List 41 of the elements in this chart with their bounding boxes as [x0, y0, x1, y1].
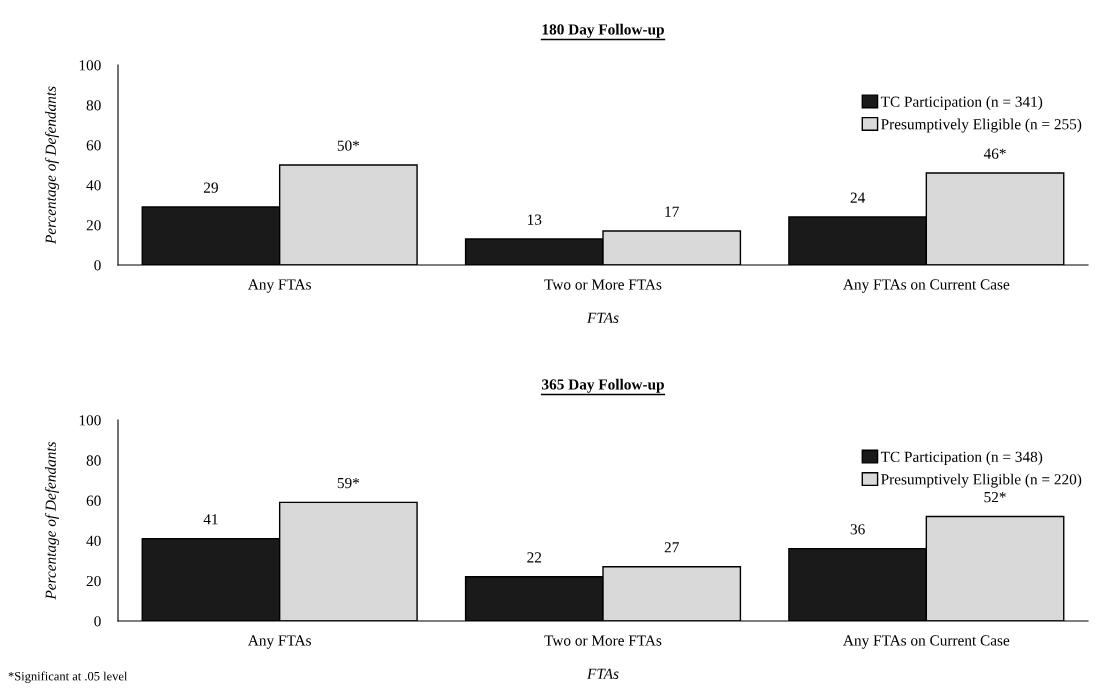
x-tick-label: Two or More FTAs [544, 279, 662, 290]
data-label: 27 [664, 542, 679, 553]
y-tick-label: 60 [86, 140, 101, 151]
y-tick-label: 80 [86, 455, 101, 466]
y-tick-label: 60 [86, 495, 101, 506]
legend-label: TC Participation (n = 341) [880, 96, 1043, 110]
x-axis-title: FTAs [586, 668, 619, 679]
x-tick-label: Any FTAs [247, 279, 311, 293]
text: *Significant at .05 level [8, 671, 128, 683]
chart-title: 365 Day Follow-up [542, 378, 664, 393]
x-tick-label: Any FTAs on Current Case [843, 635, 1010, 649]
data-label: 17 [665, 206, 679, 217]
data-label: 41 [203, 514, 218, 525]
data-label: 29 [203, 182, 218, 193]
x-tick-label: Two or More FTAs [544, 635, 662, 646]
data-label: 36 [850, 524, 865, 535]
legend-label: Presumptively Eligible (n = 220) [881, 473, 1082, 488]
y-tick-label: 0 [94, 616, 101, 627]
data-label: 46* [983, 148, 1006, 159]
chart-title: 180 Day Follow-up [542, 23, 664, 38]
data-label: 24 [850, 192, 866, 203]
y-axis-title: Percentage of Defendants [44, 86, 59, 245]
data-label: 50* [337, 140, 360, 151]
y-tick-label: 40 [86, 180, 101, 191]
y-tick-label: 20 [86, 575, 101, 587]
data-label: 52* [984, 492, 1006, 503]
y-tick-label: 40 [86, 535, 101, 547]
x-tick-label: Any FTAs on Current Case [843, 279, 1010, 293]
x-tick-label: Any FTAs [247, 635, 311, 649]
x-axis-title: FTAs [586, 312, 619, 323]
y-axis-title: Percentage of Defendants [44, 441, 59, 600]
data-label: 59* [337, 477, 360, 489]
data-label: 13 [528, 214, 542, 225]
y-tick-label: 100 [79, 60, 101, 71]
legend-label: TC Participation (n = 348) [880, 451, 1043, 466]
y-tick-label: 20 [86, 220, 101, 231]
y-tick-label: 0 [94, 260, 101, 271]
legend-label: Presumptively Eligible (n = 255) [881, 118, 1082, 133]
y-tick-label: 100 [79, 415, 101, 426]
data-label: 22 [527, 552, 542, 563]
y-tick-label: 80 [86, 100, 101, 111]
